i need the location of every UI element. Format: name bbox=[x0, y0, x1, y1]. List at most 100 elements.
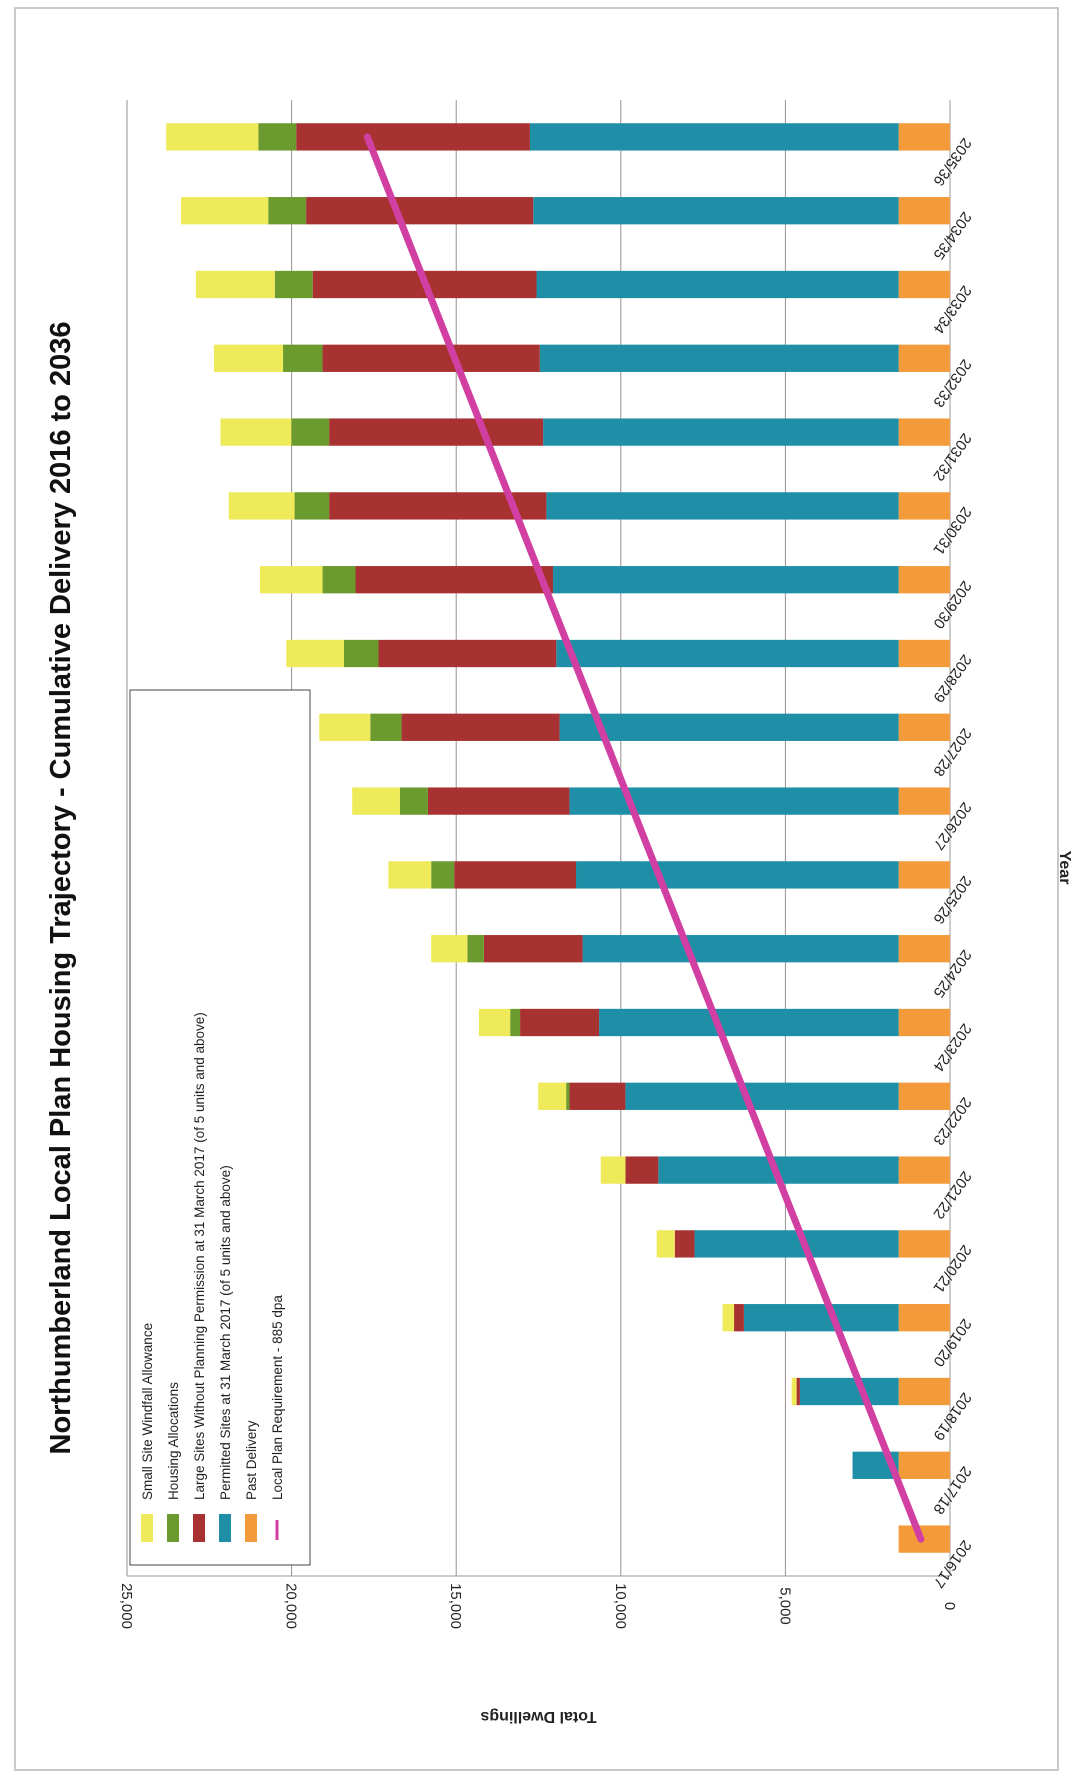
bar-segment bbox=[898, 270, 950, 299]
x-axis-title: Year bbox=[1056, 851, 1073, 885]
bar-segment bbox=[559, 713, 899, 741]
bar-segment bbox=[566, 1082, 570, 1110]
bar-segment bbox=[213, 344, 284, 372]
legend-swatch bbox=[245, 1514, 257, 1542]
bar-segment bbox=[388, 861, 432, 889]
legend-label: Local Plan Requirement - 885 dpa bbox=[270, 1295, 285, 1500]
bar-segment bbox=[546, 492, 899, 520]
bar-segment bbox=[319, 713, 371, 741]
bar-segment bbox=[538, 1082, 567, 1110]
bar-segment bbox=[898, 123, 950, 151]
bar-segment bbox=[625, 1156, 659, 1184]
bar-segment bbox=[268, 197, 307, 225]
bar-segment bbox=[898, 1156, 950, 1184]
bar-segment bbox=[286, 639, 344, 668]
bar-segment bbox=[352, 787, 400, 815]
bar-segment bbox=[322, 566, 356, 594]
bar-segment bbox=[355, 566, 553, 594]
value-tick-label: 5,000 bbox=[776, 1587, 793, 1625]
bar-segment bbox=[399, 787, 428, 815]
bar-segment bbox=[322, 344, 540, 372]
legend-swatch bbox=[193, 1514, 205, 1542]
bar-segment bbox=[743, 1304, 899, 1332]
bar-segment bbox=[401, 713, 560, 741]
legend-box bbox=[129, 689, 311, 1566]
bar-segment bbox=[569, 1082, 626, 1110]
bar-segment bbox=[898, 1008, 950, 1037]
bar-segment bbox=[539, 344, 899, 372]
bar-segment bbox=[898, 935, 950, 963]
bar-segment bbox=[898, 566, 950, 594]
value-tick-label: 25,000 bbox=[118, 1583, 135, 1629]
bar-segment bbox=[694, 1230, 899, 1258]
bar-segment bbox=[898, 1304, 950, 1332]
bar-segment bbox=[674, 1230, 695, 1258]
bar-segment bbox=[599, 1008, 899, 1037]
bar-segment bbox=[283, 344, 323, 372]
legend-label: Housing Allocations bbox=[166, 1382, 181, 1500]
bar-segment bbox=[791, 1377, 797, 1406]
y-axis-title: Total Dwellings bbox=[480, 1708, 596, 1725]
bar-segment bbox=[478, 1008, 511, 1037]
bar-segment bbox=[656, 1230, 675, 1258]
bar-segment bbox=[427, 787, 570, 815]
bar-segment bbox=[898, 1451, 950, 1479]
bar-segment bbox=[799, 1377, 899, 1406]
bar-segment bbox=[569, 787, 899, 815]
value-tick-label: 10,000 bbox=[612, 1583, 629, 1629]
bar-segment bbox=[258, 123, 297, 151]
bar-segment bbox=[796, 1377, 800, 1406]
bar-segment bbox=[898, 344, 950, 372]
bar-segment bbox=[898, 787, 950, 815]
bar-segment bbox=[552, 566, 899, 594]
bar-segment bbox=[898, 639, 950, 668]
bar-segment bbox=[296, 123, 530, 151]
bar-segment bbox=[510, 1008, 521, 1037]
bar-segment bbox=[291, 418, 330, 446]
bar-segment bbox=[529, 123, 899, 151]
value-tick-label: 15,000 bbox=[447, 1583, 464, 1629]
bar-segment bbox=[898, 1082, 950, 1110]
bar-segment bbox=[370, 713, 402, 741]
legend-label: Small Site Windfall Allowance bbox=[140, 1323, 155, 1500]
bar-segment bbox=[306, 197, 534, 225]
requirement-line bbox=[363, 133, 925, 1543]
bar-segment bbox=[228, 492, 295, 520]
bar-segment bbox=[582, 935, 899, 963]
legend-swatch bbox=[141, 1514, 153, 1542]
bar-segment bbox=[343, 639, 379, 668]
bar-segment bbox=[467, 935, 484, 963]
bar-segment bbox=[898, 1377, 950, 1406]
bar-segment bbox=[600, 1156, 626, 1184]
value-tick-label: 20,000 bbox=[283, 1583, 300, 1629]
bar-segment bbox=[734, 1304, 744, 1332]
bar-segment bbox=[898, 1230, 950, 1258]
chart-title: Northumberland Local Plan Housing Trajec… bbox=[45, 322, 77, 1455]
legend-swatch bbox=[167, 1514, 179, 1542]
bar-segment bbox=[166, 123, 259, 151]
bar-segment bbox=[431, 935, 468, 963]
bar-segment bbox=[274, 270, 313, 299]
bar-segment bbox=[431, 861, 455, 889]
bar-segment bbox=[576, 861, 899, 889]
bar-segment bbox=[625, 1082, 899, 1110]
legend-label: Large Sites Without Planning Permission … bbox=[192, 1012, 207, 1500]
legend-label: Past Delivery bbox=[244, 1420, 259, 1500]
bar-segment bbox=[556, 639, 899, 668]
bar-segment bbox=[454, 861, 577, 889]
bar-segment bbox=[329, 418, 544, 446]
bar-segment bbox=[533, 197, 899, 225]
bar-segment bbox=[898, 492, 950, 520]
value-tick-label: 0 bbox=[941, 1602, 958, 1610]
bar-segment bbox=[378, 639, 557, 668]
legend-swatch bbox=[219, 1514, 231, 1542]
bar-segment bbox=[898, 418, 950, 446]
bar-segment bbox=[536, 270, 899, 299]
bar-segment bbox=[543, 418, 899, 446]
bar-segment bbox=[520, 1008, 600, 1037]
bar-segment bbox=[220, 418, 292, 446]
bar-segment bbox=[898, 197, 950, 225]
bar-segment bbox=[722, 1304, 735, 1332]
bar-segment bbox=[294, 492, 330, 520]
